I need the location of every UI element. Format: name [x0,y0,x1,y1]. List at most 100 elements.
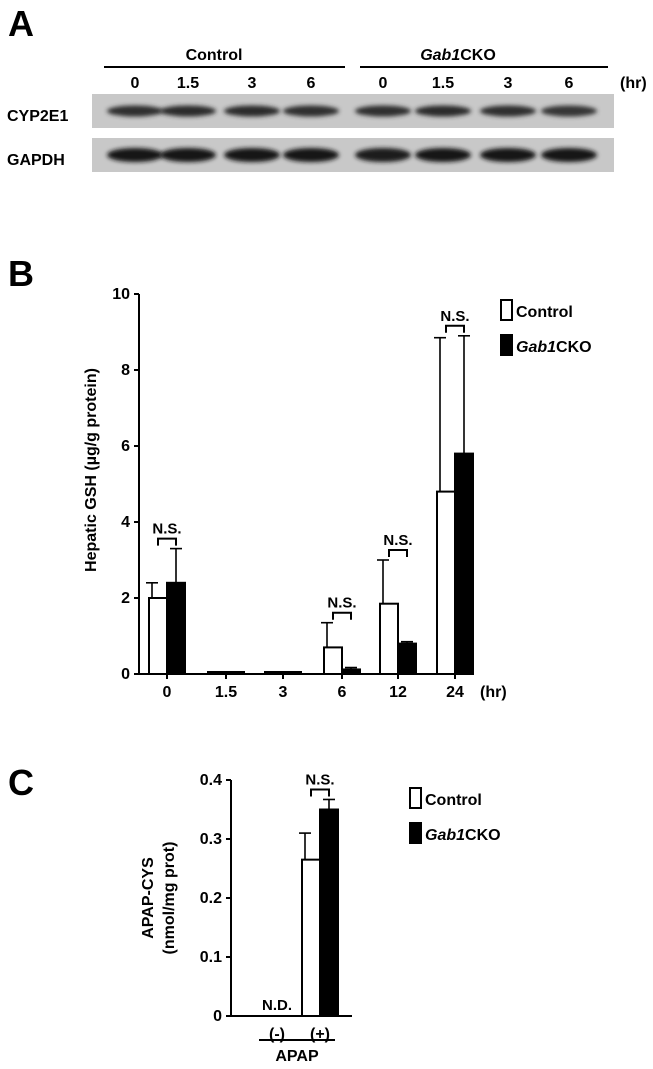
blot-row: CYP2E1 [7,94,614,128]
bar-control [148,597,168,675]
blot-band [480,148,536,162]
blot-band [480,105,536,117]
bar-cko [397,642,417,675]
bar-cko [341,668,361,676]
bar-cko [282,671,302,675]
x-tick-label: 6 [338,684,347,701]
legend-label: Gab1CKO [425,827,501,844]
ns-label: N.S. [152,521,181,538]
y-tick-label: 0.3 [200,831,222,848]
legend-swatch-cko [500,334,513,356]
bar-cko [225,671,245,675]
y-tick-label: 8 [121,362,130,379]
blot-band [160,105,216,117]
blot-band [415,148,471,162]
control-group-label: Control [186,47,243,64]
legend-label-italic: Gab1 [516,339,556,356]
significance-bracket [310,788,330,797]
lane-label: 6 [565,75,574,92]
not-detected-label: N.D. [262,997,292,1014]
blot-row-label: GAPDH [7,152,65,169]
x-tick-label: 12 [389,684,407,701]
significance-bracket [388,549,408,557]
bar-control [323,646,343,676]
blot-band [283,105,339,117]
panel-c-letter: C [8,762,34,803]
legend-label-text: CKO [465,827,501,844]
lane-label: 3 [248,75,257,92]
x-tick-label: 3 [279,684,288,701]
blot-band [107,148,163,162]
legend-label: Control [516,304,573,321]
blot-row: GAPDH [7,138,614,172]
y-tick-label: 0.1 [200,949,222,966]
ns-label: N.S. [440,308,469,325]
legend-label-text: Control [516,304,573,321]
y-tick-label: 2 [121,590,130,607]
x-tick-label: (-) [269,1026,285,1043]
y-tick-label: 0.2 [200,890,222,907]
lane-label: 1.5 [177,75,199,92]
panel-a-western-blot: A Control Gab1CKO 0 1.5 3 6 0 1.5 3 6 (hr) CYP2… [7,3,647,172]
lane-label: 6 [307,75,316,92]
bar-control [264,671,284,675]
legend-swatch-control [409,787,422,809]
lane-label: 0 [131,75,140,92]
blot-band [355,105,411,117]
bar-cko [319,808,339,1017]
y-tick-label: 0.4 [200,772,222,789]
cko-group-label: Gab1CKO [420,47,496,64]
x-unit-label: (hr) [480,684,507,701]
blot-band [283,148,339,162]
bar-control [379,602,399,676]
blot-band [107,105,163,117]
blot-band [355,148,411,162]
panel-a-letter: A [8,3,34,44]
y-axis-title-line1: APAP-CYS [140,857,157,939]
significance-bracket [445,324,465,333]
bar-control [301,858,321,1018]
y-axis-title: Hepatic GSH (µg/g protein) [83,368,100,572]
ns-label: N.S. [327,595,356,612]
legend-swatch-control [500,299,513,321]
y-axis-title-line2: (nmol/mg prot) [161,842,178,955]
lane-label: 1.5 [432,75,454,92]
blot-band [160,148,216,162]
y-tick-label: 0 [213,1008,222,1025]
blot-band [415,105,471,117]
legend-swatch-cko [409,822,422,844]
x-tick-label: 24 [446,684,464,701]
legend-label-italic: Gab1 [425,827,465,844]
blot-band [541,105,597,117]
panel-c-chart: C 0 0.1 0.2 0.3 0.4 (-) (+) N.D. N.S. Control Gab1… [8,762,501,1065]
bar-cko [166,581,186,675]
y-tick-label: 0 [121,666,130,683]
x-tick-label: 1.5 [215,684,237,701]
blot-band [224,105,280,117]
time-unit-label: (hr) [620,75,647,92]
bar-control [436,490,456,675]
y-tick-label: 4 [121,514,130,531]
ns-label: N.S. [383,532,412,549]
x-tick-label: 0 [163,684,172,701]
legend-label: Gab1CKO [516,339,592,356]
legend-label-text: Control [425,792,482,809]
lane-label: 0 [379,75,388,92]
bar-cko [454,452,474,675]
panel-b-letter: B [8,253,34,294]
blot-band [224,148,280,162]
significance-bracket [332,611,352,620]
blot-row-label: CYP2E1 [7,108,68,125]
ns-label: N.S. [305,771,334,788]
blot-rows: CYP2E1 GAPDH [7,94,614,172]
apap-group-label: APAP [275,1048,319,1065]
blot-band [541,148,597,162]
lane-labels: 0 1.5 3 6 0 1.5 3 6 [131,75,574,92]
significance-bracket [157,537,177,546]
legend-label: Control [425,792,482,809]
legend-label-text: CKO [556,339,592,356]
y-tick-label: 10 [112,286,130,303]
bar-control [207,671,227,675]
